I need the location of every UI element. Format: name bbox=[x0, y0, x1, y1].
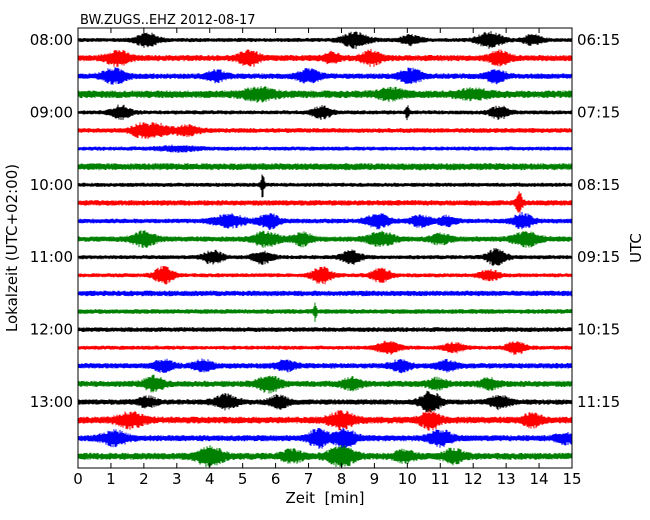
trace-line bbox=[78, 444, 572, 467]
trace-line bbox=[78, 265, 572, 285]
y-axis-label-left: Lokalzeit (UTC+02:00) bbox=[3, 164, 21, 332]
trace-line bbox=[78, 48, 572, 67]
left-tick-label: 12:00 bbox=[30, 321, 73, 339]
x-tick-label: 14 bbox=[530, 470, 549, 488]
left-tick-label: 08:00 bbox=[30, 31, 73, 49]
x-tick-label: 3 bbox=[172, 470, 182, 488]
trace-line bbox=[78, 409, 572, 431]
right-axis: 06:15 07:15 08:15 09:15 10:15 11:15 bbox=[567, 31, 620, 411]
left-tick-label: 11:00 bbox=[30, 248, 73, 266]
trace-line bbox=[78, 67, 572, 85]
right-tick-label: 09:15 bbox=[577, 248, 620, 266]
traces-group bbox=[78, 31, 572, 467]
x-tick-label: 13 bbox=[497, 470, 516, 488]
left-axis: 08:00 09:00 10:00 11:00 12:00 13:00 bbox=[30, 31, 83, 411]
chart-title: BW.ZUGS..EHZ 2012-08-17 bbox=[80, 13, 256, 28]
right-tick-label: 11:15 bbox=[577, 393, 620, 411]
trace-line bbox=[78, 248, 572, 266]
x-tick-label: 11 bbox=[431, 470, 450, 488]
left-tick-label: 10:00 bbox=[30, 176, 73, 194]
x-tick-label: 4 bbox=[205, 470, 215, 488]
x-tick-label: 6 bbox=[271, 470, 281, 488]
left-tick-label: 13:00 bbox=[30, 393, 73, 411]
trace-line bbox=[78, 428, 572, 449]
left-tick-label: 09:00 bbox=[30, 103, 73, 121]
x-tick-label: 10 bbox=[398, 470, 417, 488]
trace-line bbox=[78, 212, 572, 230]
x-axis: 0 1 2 3 4 5 6 7 8 9 10 11 12 13 14 15 bbox=[73, 28, 582, 488]
x-tick-label: 12 bbox=[464, 470, 483, 488]
x-tick-label: 1 bbox=[106, 470, 116, 488]
x-tick-label: 5 bbox=[238, 470, 248, 488]
trace-line bbox=[78, 340, 572, 356]
right-tick-label: 08:15 bbox=[577, 176, 620, 194]
trace-line bbox=[78, 104, 572, 121]
x-tick-label: 0 bbox=[73, 470, 83, 488]
x-tick-label: 15 bbox=[562, 470, 581, 488]
x-axis-label: Zeit [min] bbox=[285, 489, 364, 507]
trace-line bbox=[78, 31, 572, 49]
y-axis-label-right: UTC bbox=[627, 233, 645, 263]
right-tick-label: 07:15 bbox=[577, 103, 620, 121]
trace-line bbox=[78, 327, 572, 332]
trace-line bbox=[78, 374, 572, 394]
x-tick-label: 8 bbox=[337, 470, 347, 488]
x-tick-label: 7 bbox=[304, 470, 314, 488]
trace-line bbox=[78, 290, 572, 297]
plot-frame bbox=[77, 27, 573, 469]
trace-line bbox=[78, 163, 572, 171]
x-tick-label: 2 bbox=[139, 470, 149, 488]
right-tick-label: 06:15 bbox=[577, 31, 620, 49]
trace-line bbox=[78, 358, 572, 374]
right-tick-label: 10:15 bbox=[577, 321, 620, 339]
trace-line bbox=[78, 144, 572, 153]
trace-line bbox=[78, 122, 572, 139]
trace-line bbox=[78, 174, 572, 198]
trace-line bbox=[78, 230, 572, 248]
trace-line bbox=[78, 86, 572, 103]
trace-line bbox=[78, 302, 572, 322]
trace-line bbox=[78, 390, 572, 413]
x-tick-label: 9 bbox=[370, 470, 380, 488]
trace-line bbox=[78, 191, 572, 213]
